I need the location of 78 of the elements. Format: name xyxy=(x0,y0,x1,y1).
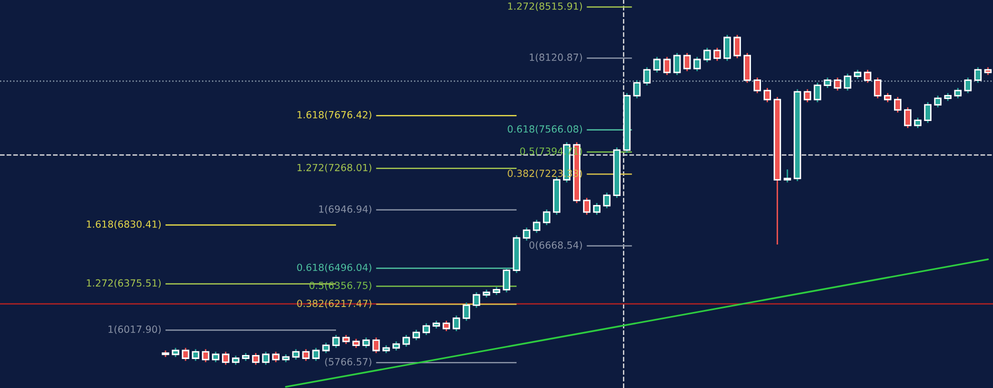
candlestick xyxy=(182,347,190,362)
candlestick xyxy=(894,96,902,114)
candlestick xyxy=(312,347,320,362)
candlestick xyxy=(874,76,882,99)
candlestick xyxy=(352,338,360,349)
candlestick xyxy=(934,95,942,108)
candlestick xyxy=(723,34,731,62)
candlestick xyxy=(412,329,420,341)
candlestick xyxy=(262,351,270,366)
candlestick xyxy=(954,87,962,99)
candlestick xyxy=(222,351,230,366)
candlestick xyxy=(914,117,922,129)
ref-line-label: 1.272(8515.91) xyxy=(508,2,582,11)
candlestick xyxy=(964,76,972,94)
candlestick xyxy=(292,348,300,360)
ref-line-label: 1.618(6830.41) xyxy=(86,220,161,229)
candlestick xyxy=(232,354,240,366)
candlestick xyxy=(372,336,380,354)
candlestick xyxy=(422,322,430,336)
candlestick xyxy=(643,66,651,86)
candlestick xyxy=(532,219,540,234)
candlestick xyxy=(542,208,550,226)
ref-line-label: 1.272(6375.51) xyxy=(86,279,161,288)
candlestick xyxy=(342,334,350,345)
candlestick xyxy=(452,314,460,332)
candlestick xyxy=(854,69,862,80)
ref-line-label: 1(6946.94) xyxy=(319,205,372,214)
candlestick xyxy=(302,348,310,362)
candlestick xyxy=(603,192,611,209)
candlestick xyxy=(734,34,741,59)
candlestick xyxy=(502,267,510,293)
candlestick xyxy=(593,202,601,216)
candlestick xyxy=(272,351,280,363)
candlestick xyxy=(172,347,180,358)
candlestick xyxy=(834,76,842,92)
candlestick xyxy=(192,348,200,362)
candlestick xyxy=(653,56,661,74)
candlestick xyxy=(904,106,912,129)
candlestick xyxy=(202,348,210,363)
candlestick xyxy=(663,56,671,76)
candlestick xyxy=(804,88,812,103)
candlestick xyxy=(683,52,691,72)
candlestick xyxy=(402,334,410,348)
candlestick xyxy=(924,101,932,124)
candlestick xyxy=(392,340,400,352)
candlestick xyxy=(974,66,982,84)
candlestick xyxy=(472,292,480,309)
ref-line-label: 0.5(6356.75) xyxy=(310,282,372,290)
candlestick xyxy=(252,352,260,366)
ref-line-label: 0.618(6496.04) xyxy=(297,264,372,272)
candlestick xyxy=(784,168,792,184)
candlestick xyxy=(814,82,822,103)
candlestick xyxy=(522,226,530,242)
candlestick xyxy=(673,52,681,76)
candlestick xyxy=(764,87,772,103)
candlestick xyxy=(693,56,701,72)
candlestick xyxy=(462,302,470,322)
ref-line-label: 1.272(7268.01) xyxy=(298,164,372,172)
candlestick xyxy=(824,76,832,89)
candlestick xyxy=(884,92,892,103)
candlestick xyxy=(212,351,220,363)
ref-line-label: 1.618(7676.42) xyxy=(298,110,372,120)
candlestick xyxy=(864,69,872,84)
candlestick xyxy=(583,197,590,216)
candlestick xyxy=(713,47,721,62)
candlestick xyxy=(844,73,852,92)
ref-line-label: 0(6668.54) xyxy=(529,241,582,250)
candlestick xyxy=(322,342,330,354)
candlestick xyxy=(703,47,711,63)
ref-line-label: 1(6017.90) xyxy=(108,325,161,334)
candlestick xyxy=(633,79,641,99)
candlestick xyxy=(362,336,370,349)
ref-line-label: 1(8120.87) xyxy=(530,53,582,62)
ref-line-label: (5766.57) xyxy=(325,358,372,367)
candlestick xyxy=(754,76,761,94)
candlestick xyxy=(332,334,340,349)
candlestick xyxy=(442,320,450,332)
ref-line-label: 0.618(7566.08) xyxy=(508,125,582,134)
